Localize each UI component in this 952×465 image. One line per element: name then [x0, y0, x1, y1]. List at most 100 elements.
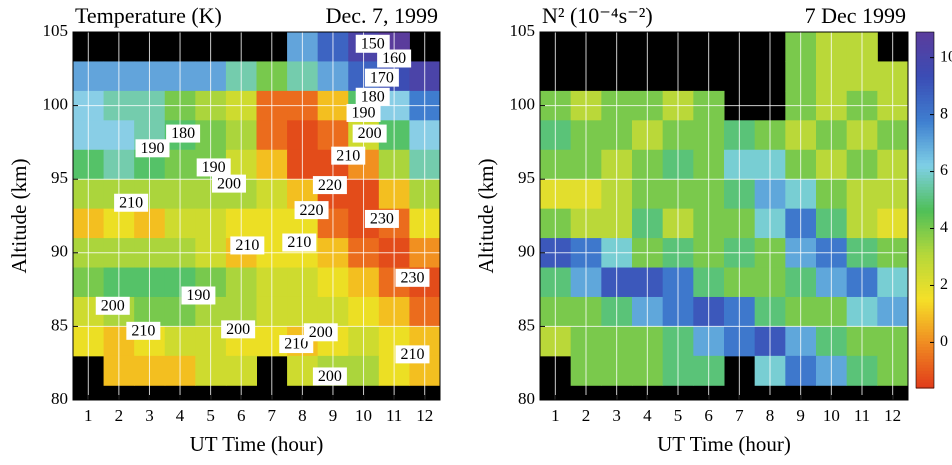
contour-label-box [181, 286, 216, 305]
colorbar-step [916, 224, 934, 229]
colorbar-step [916, 64, 934, 69]
colorbar-step [916, 319, 934, 324]
colorbar-step [916, 367, 934, 371]
contour-label-box [364, 68, 399, 87]
contour-label: 210 [400, 346, 424, 363]
colorbar-step [916, 379, 934, 383]
colorbar-step [916, 123, 934, 128]
colorbar-step [916, 153, 934, 158]
colorbar-step [916, 334, 934, 339]
colorbar-step [916, 79, 934, 84]
chart-title: Temperature (K) [75, 3, 222, 28]
contour-label: 180 [361, 88, 385, 105]
x-tick-label: 7 [735, 406, 744, 425]
colorbar-step [916, 32, 934, 36]
colorbar-step [916, 325, 934, 330]
contour-label-box [352, 124, 387, 143]
colorbar-step [916, 382, 934, 386]
colorbar-step [916, 248, 934, 253]
x-tick-label: 2 [582, 406, 591, 425]
contour-label-box [114, 193, 149, 212]
x-axis-label: UT Time (hour) [657, 432, 791, 456]
colorbar-tick-label: 10 [940, 48, 952, 65]
colorbar-step [916, 272, 934, 276]
x-tick-label: 7 [268, 406, 277, 425]
y-tick-label: 80 [518, 389, 535, 408]
colorbar-step [916, 361, 934, 365]
colorbar-step [916, 138, 934, 143]
colorbar-step [916, 183, 934, 187]
contour-label: 210 [235, 237, 259, 254]
contour-label: 190 [202, 159, 226, 176]
colorbar-step [916, 162, 934, 167]
colorbar-step [916, 126, 934, 131]
plot-frame [72, 31, 441, 401]
y-tick-label: 90 [51, 242, 68, 261]
colorbar-step [916, 254, 934, 259]
chart-subtitle: 7 Dec 1999 [805, 3, 906, 28]
colorbar-step [916, 165, 934, 170]
colorbar-step [916, 70, 934, 75]
contour-label-box [282, 233, 317, 252]
contour-label-box [312, 367, 347, 386]
y-tick-label: 105 [43, 21, 69, 40]
colorbar-step [916, 313, 934, 318]
x-tick-label: 10 [355, 406, 372, 425]
colorbar-step [916, 364, 934, 368]
colorbar-step [916, 100, 934, 104]
contour-label-box [230, 236, 265, 255]
contour-label-box [364, 209, 399, 228]
x-tick-label: 5 [674, 406, 683, 425]
colorbar-step [916, 61, 934, 66]
x-tick-label: 4 [643, 406, 652, 425]
contour-label: 230 [400, 269, 424, 286]
colorbar-step [916, 221, 934, 226]
colorbar-step [916, 287, 934, 291]
colorbar-step [916, 376, 934, 380]
contour-label: 210 [287, 234, 311, 251]
contour-label-box [355, 87, 390, 106]
colorbar-step [916, 141, 934, 146]
x-tick-label: 2 [115, 406, 124, 425]
colorbar-step [916, 343, 934, 348]
colorbar-step [916, 49, 934, 54]
contour-label: 210 [131, 322, 155, 339]
x-tick-label: 5 [206, 406, 215, 425]
colorbar-step [916, 275, 934, 279]
colorbar-step [916, 132, 934, 137]
colorbar-step [916, 373, 934, 377]
colorbar-step [916, 260, 934, 264]
contour-label: 200 [318, 368, 342, 385]
x-axis-label: UT Time (hour) [190, 432, 324, 456]
colorbar-step [916, 129, 934, 134]
y-tick-label: 85 [518, 315, 535, 334]
x-tick-label: 11 [386, 406, 402, 425]
colorbar-step [916, 192, 934, 196]
colorbar-step [916, 115, 934, 119]
contour-label: 200 [226, 321, 250, 338]
colorbar-step [916, 171, 934, 175]
colorbar-step [916, 328, 934, 333]
colorbar-step [916, 290, 934, 294]
colorbar-step [916, 346, 934, 351]
colorbar-step [916, 215, 934, 220]
colorbar-step [916, 58, 934, 63]
colorbar-step [916, 370, 934, 374]
colorbar-step [916, 177, 934, 181]
colorbar-step [916, 310, 934, 315]
colorbar-step [916, 82, 934, 86]
contour-label-box [346, 103, 381, 122]
x-tick-label: 6 [704, 406, 713, 425]
contour-label: 210 [284, 336, 308, 353]
colorbar-step [916, 304, 934, 309]
colorbar-step [916, 201, 934, 205]
colorbar-step [916, 118, 934, 122]
x-tick-label: 10 [823, 406, 840, 425]
colorbar-step [916, 52, 934, 57]
colorbar-step [916, 198, 934, 202]
colorbar-step [916, 204, 934, 208]
colorbar-step [916, 210, 934, 214]
colorbar-step [916, 251, 934, 256]
colorbar-step [916, 97, 934, 101]
x-tick-label: 12 [416, 406, 433, 425]
